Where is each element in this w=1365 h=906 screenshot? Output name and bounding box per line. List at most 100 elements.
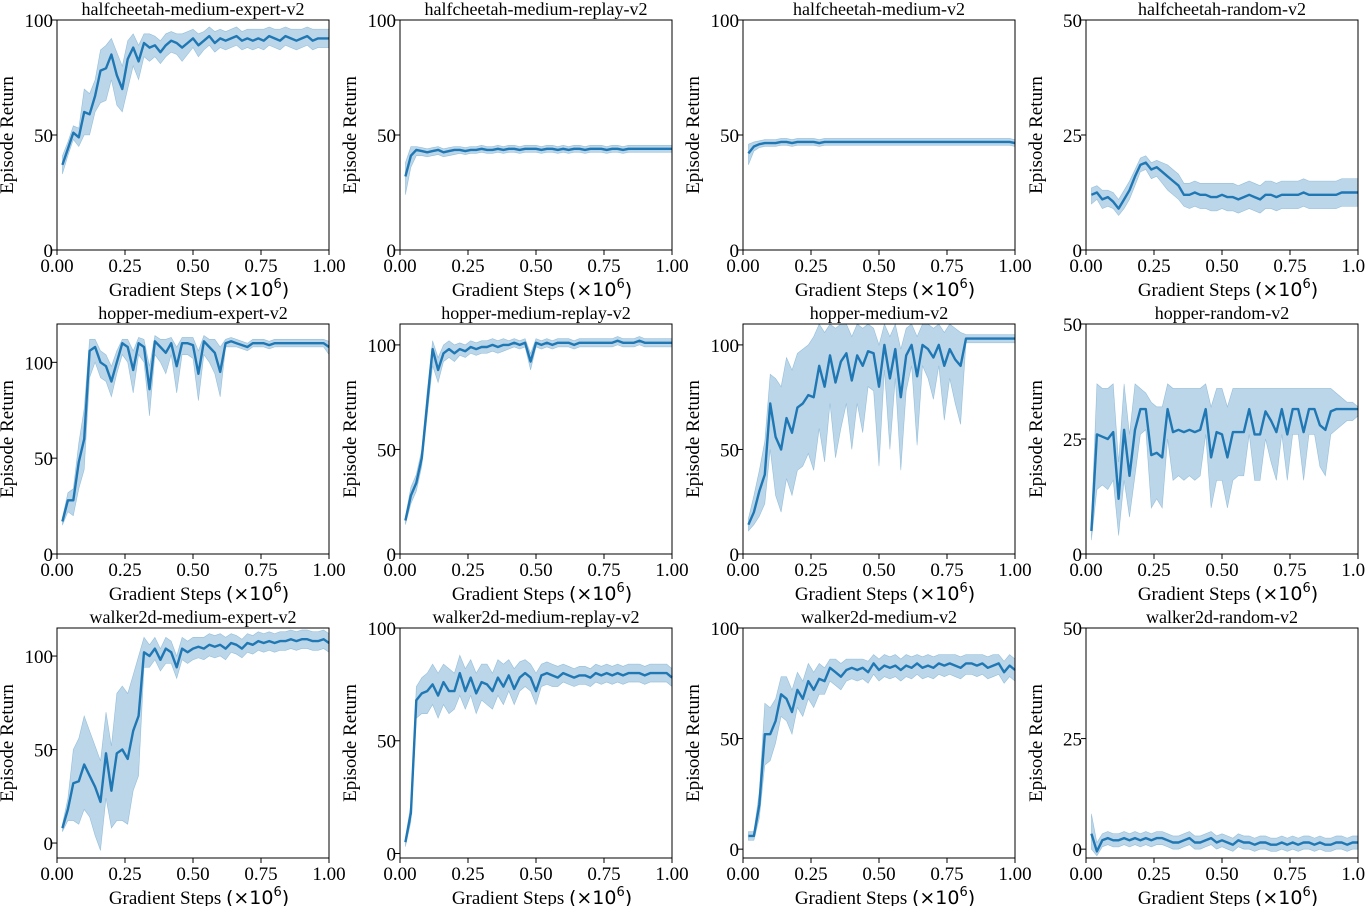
subplot-title: walker2d-medium-expert-v2 bbox=[90, 607, 297, 627]
x-axis-label: Gradient Steps (×106) bbox=[795, 885, 975, 906]
axes-frame bbox=[742, 19, 1016, 251]
subplot-title: hopper-medium-replay-v2 bbox=[441, 303, 631, 323]
x-tick-label: 1.00 bbox=[312, 256, 345, 277]
x-tick-label: 0.50 bbox=[519, 256, 552, 277]
x-tick-label: 0.50 bbox=[519, 560, 552, 581]
subplot-1: halfcheetah-medium-replay-v2 0.00 0.25 0.50… bbox=[340, 0, 689, 301]
x-tick-label: 0.00 bbox=[383, 256, 416, 277]
x-tick-label: 0.75 bbox=[1273, 256, 1306, 277]
x-tick-label: 1.00 bbox=[655, 560, 688, 581]
x-tick-label: 0.50 bbox=[1205, 864, 1238, 885]
x-tick-label: 0.50 bbox=[862, 560, 895, 581]
y-tick-label: 0 bbox=[44, 241, 54, 262]
y-tick-label: 50 bbox=[34, 126, 53, 147]
y-axis-label: Episode Return bbox=[1026, 684, 1047, 802]
y-tick-label: 0 bbox=[730, 545, 740, 566]
y-tick-label: 0 bbox=[1073, 241, 1083, 262]
confidence-band bbox=[748, 323, 1016, 532]
subplot-6: hopper-medium-v2 0.00 0.25 0.50 0.75 1.00 0 50 1… bbox=[683, 303, 1032, 605]
x-tick-label: 0.25 bbox=[451, 560, 484, 581]
subplot-8: walker2d-medium-expert-v2 0.00 0.25 0.50 0.7… bbox=[0, 607, 346, 906]
x-tick-label: 0.00 bbox=[40, 560, 73, 581]
y-tick-label: 0 bbox=[1073, 840, 1083, 861]
x-axis-label: Gradient Steps (×106) bbox=[109, 581, 289, 605]
y-axis-label: Episode Return bbox=[340, 380, 361, 498]
x-tick-label: 1.00 bbox=[312, 560, 345, 581]
subplot-title: walker2d-medium-replay-v2 bbox=[433, 607, 640, 627]
y-axis-label: Episode Return bbox=[0, 684, 18, 802]
y-tick-label: 0 bbox=[44, 545, 54, 566]
x-tick-label: 1.00 bbox=[1341, 864, 1365, 885]
x-tick-label: 0.25 bbox=[451, 256, 484, 277]
axes-frame bbox=[1085, 627, 1359, 859]
mean-return-line bbox=[404, 339, 672, 521]
x-tick-label: 0.75 bbox=[930, 560, 963, 581]
mean-return-line bbox=[747, 337, 1015, 526]
subplot-title: hopper-random-v2 bbox=[1155, 303, 1290, 323]
x-tick-label: 0.25 bbox=[108, 864, 141, 885]
mean-return-line bbox=[747, 140, 1016, 155]
x-tick-label: 0.75 bbox=[587, 560, 620, 581]
x-tick-label: 0.00 bbox=[383, 560, 416, 581]
subplot-title: hopper-medium-v2 bbox=[810, 303, 949, 323]
y-tick-label: 0 bbox=[730, 241, 740, 262]
x-axis-label: Gradient Steps (×106) bbox=[1138, 277, 1318, 301]
y-tick-label: 100 bbox=[368, 11, 397, 32]
x-tick-label: 0.25 bbox=[794, 560, 827, 581]
x-tick-label: 0.50 bbox=[1205, 560, 1238, 581]
y-tick-label: 50 bbox=[34, 449, 53, 470]
x-tick-label: 0.75 bbox=[1273, 864, 1306, 885]
subplot-4: hopper-medium-expert-v2 0.00 0.25 0.50 0.75 1… bbox=[0, 303, 346, 605]
subplot-9: walker2d-medium-replay-v2 0.00 0.25 0.50 0.7… bbox=[340, 607, 689, 906]
mean-return-line bbox=[748, 662, 1016, 838]
y-tick-label: 100 bbox=[711, 619, 740, 640]
mean-return-line bbox=[404, 671, 673, 843]
y-tick-label: 100 bbox=[25, 11, 54, 32]
y-axis-label: Episode Return bbox=[683, 380, 704, 498]
y-tick-label: 25 bbox=[1063, 430, 1082, 451]
x-tick-label: 0.00 bbox=[726, 256, 759, 277]
x-tick-label: 0.75 bbox=[930, 256, 963, 277]
y-tick-label: 0 bbox=[730, 840, 740, 861]
subplot-title: walker2d-random-v2 bbox=[1146, 607, 1298, 627]
x-tick-label: 1.00 bbox=[998, 256, 1031, 277]
x-tick-label: 0.50 bbox=[1205, 256, 1238, 277]
x-tick-label: 0.25 bbox=[1137, 864, 1170, 885]
subplot-title: halfcheetah-medium-replay-v2 bbox=[425, 0, 648, 19]
x-tick-label: 0.25 bbox=[794, 864, 827, 885]
y-axis-label: Episode Return bbox=[1026, 76, 1047, 194]
confidence-band bbox=[62, 26, 330, 175]
y-tick-label: 50 bbox=[1063, 11, 1082, 32]
x-tick-label: 0.50 bbox=[862, 256, 895, 277]
mean-return-line bbox=[404, 147, 672, 177]
x-tick-label: 0.25 bbox=[451, 864, 484, 885]
x-axis-label: Gradient Steps (×106) bbox=[452, 885, 632, 906]
y-tick-label: 0 bbox=[44, 834, 54, 855]
x-tick-label: 1.00 bbox=[1341, 560, 1365, 581]
x-tick-label: 0.50 bbox=[519, 864, 552, 885]
x-axis-label: Gradient Steps (×106) bbox=[795, 277, 975, 301]
y-axis-label: Episode Return bbox=[340, 684, 361, 802]
x-tick-label: 0.75 bbox=[930, 864, 963, 885]
x-tick-label: 0.75 bbox=[244, 864, 277, 885]
x-axis-label: Gradient Steps (×106) bbox=[109, 885, 289, 906]
x-axis-label: Gradient Steps (×106) bbox=[452, 277, 632, 301]
subplot-title: halfcheetah-medium-expert-v2 bbox=[82, 0, 305, 19]
x-tick-label: 1.00 bbox=[998, 864, 1031, 885]
confidence-band bbox=[62, 629, 330, 851]
x-tick-label: 0.75 bbox=[244, 560, 277, 581]
mean-return-line bbox=[61, 340, 330, 522]
y-tick-label: 50 bbox=[377, 440, 396, 461]
x-tick-label: 0.50 bbox=[862, 864, 895, 885]
x-tick-label: 0.00 bbox=[40, 256, 73, 277]
x-tick-label: 0.25 bbox=[1137, 560, 1170, 581]
x-axis-label: Gradient Steps (×106) bbox=[1138, 885, 1318, 906]
x-tick-label: 0.00 bbox=[40, 864, 73, 885]
y-tick-label: 0 bbox=[387, 241, 397, 262]
subplot-2: halfcheetah-medium-v2 0.00 0.25 0.50 0.75 1.0… bbox=[683, 0, 1032, 301]
x-tick-label: 0.75 bbox=[1273, 560, 1306, 581]
x-tick-label: 0.00 bbox=[726, 864, 759, 885]
y-tick-label: 0 bbox=[387, 844, 397, 865]
y-axis-label: Episode Return bbox=[0, 76, 18, 194]
